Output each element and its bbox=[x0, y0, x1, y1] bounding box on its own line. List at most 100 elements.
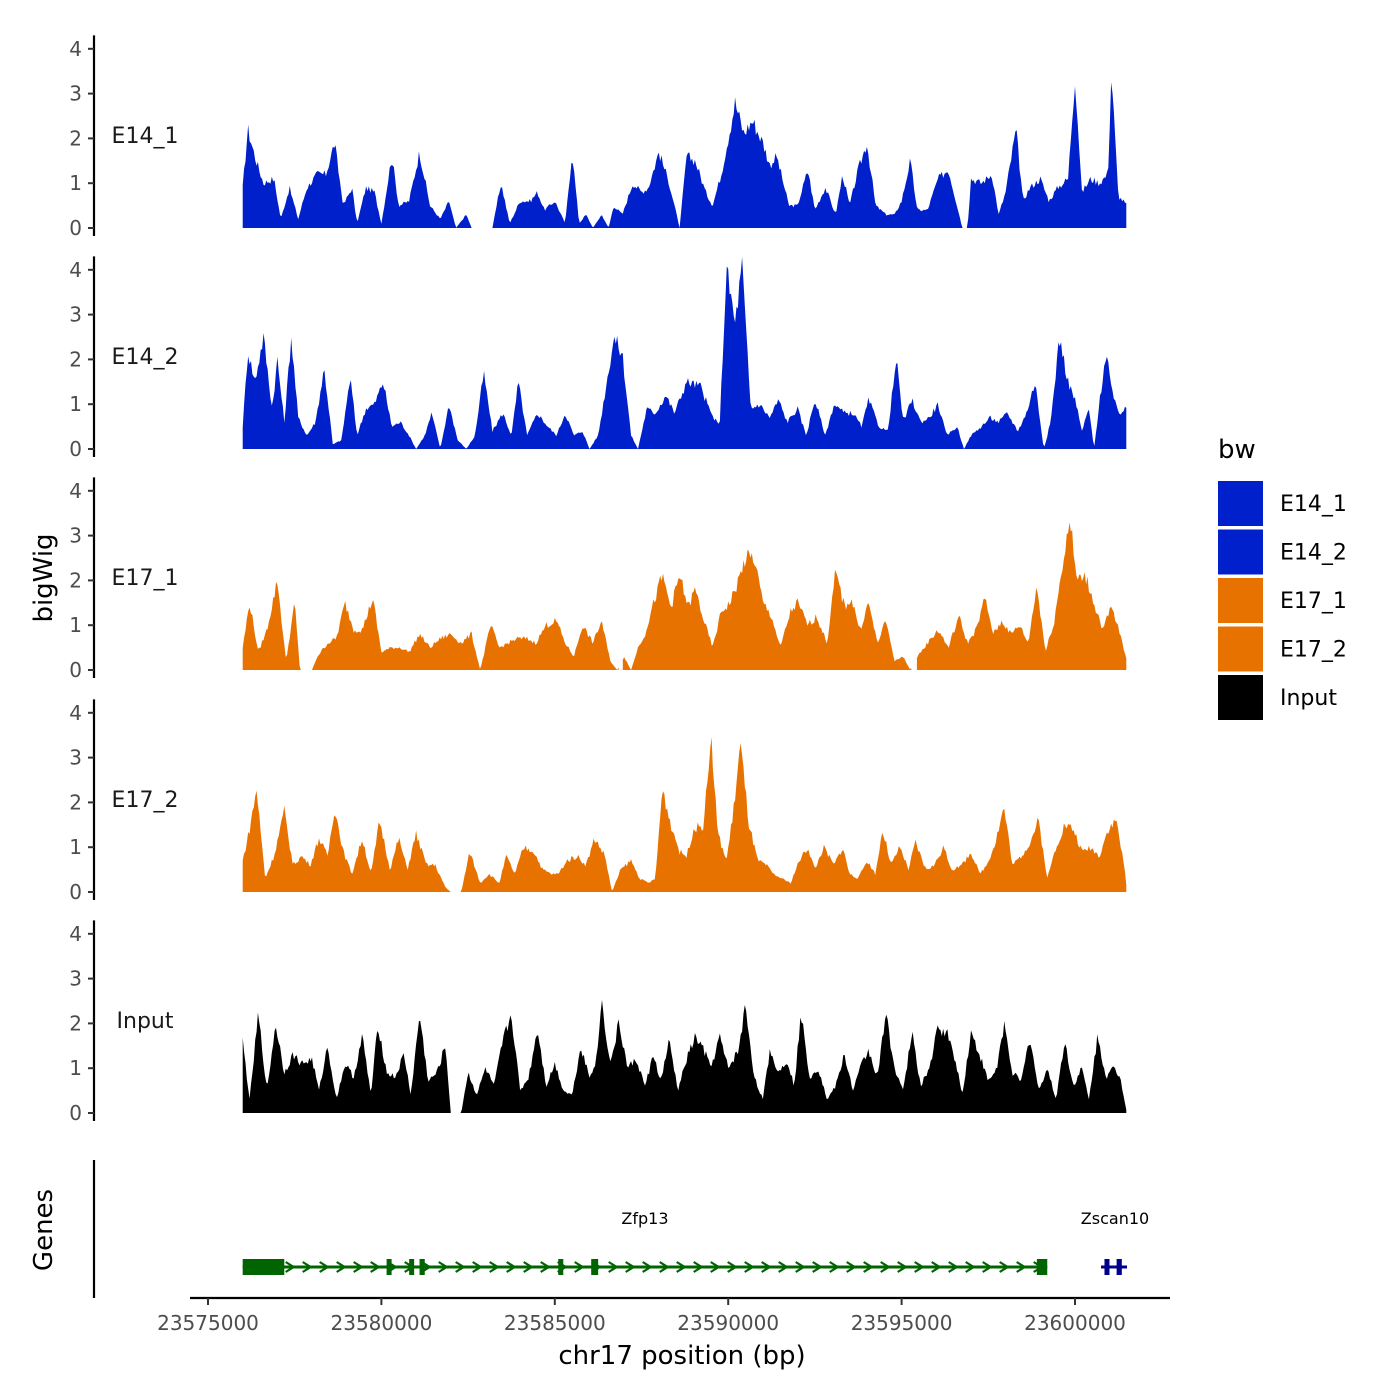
panel-label: E17_1 bbox=[112, 566, 179, 591]
strand-chevron bbox=[370, 1261, 381, 1273]
y-tick-label: 2 bbox=[69, 790, 82, 814]
y-tick-label: 3 bbox=[69, 746, 82, 770]
track-panels: 0 1 2 3 4 E14_1 0 1 2 3 4 E14_2 0 1 2 3 4 E17_1 0 1 2 3 4 E17_2… bbox=[69, 35, 1127, 1125]
strand-chevron bbox=[285, 1261, 296, 1273]
strand-chevron bbox=[863, 1261, 874, 1273]
strand-chevron bbox=[897, 1261, 908, 1273]
strand-chevron bbox=[914, 1261, 925, 1273]
panel-E14_1: 0 1 2 3 4 E14_1 bbox=[69, 35, 1127, 240]
legend-label: E17_1 bbox=[1280, 589, 1347, 614]
y-tick-label: 1 bbox=[69, 1056, 82, 1080]
legend-label: E17_2 bbox=[1280, 638, 1347, 663]
strand-chevron bbox=[710, 1261, 721, 1273]
strand-chevron bbox=[506, 1261, 517, 1273]
y-tick-label: 4 bbox=[69, 37, 82, 61]
y-tick-label: 1 bbox=[69, 835, 82, 859]
exon bbox=[386, 1259, 392, 1275]
coverage-area-E17_1 bbox=[622, 549, 912, 670]
panel-E17_2: 0 1 2 3 4 E17_2 bbox=[69, 699, 1127, 904]
gene-Zscan10: Zscan10 bbox=[1081, 1209, 1149, 1275]
exon bbox=[1116, 1259, 1122, 1275]
y-tick-label: 0 bbox=[69, 658, 82, 682]
y-tick-label: 1 bbox=[69, 392, 82, 416]
strand-chevron bbox=[1016, 1261, 1027, 1273]
y-tick-label: 4 bbox=[69, 258, 82, 282]
genes-axis-title: Genes bbox=[29, 1189, 59, 1271]
y-tick-label: 2 bbox=[69, 1011, 82, 1035]
panel-E14_2: 0 1 2 3 4 E14_2 bbox=[69, 256, 1127, 461]
strand-chevron bbox=[574, 1261, 585, 1273]
legend-swatch-E14_1 bbox=[1218, 481, 1263, 526]
coverage-area-E17_2 bbox=[242, 790, 453, 892]
strand-chevron bbox=[727, 1261, 738, 1273]
strand-chevron bbox=[659, 1261, 670, 1273]
strand-chevron bbox=[948, 1261, 959, 1273]
exon bbox=[558, 1259, 564, 1275]
panel-E17_1: 0 1 2 3 4 E17_1 bbox=[69, 477, 1127, 682]
strand-chevron bbox=[982, 1261, 993, 1273]
x-tick-label: 23585000 bbox=[504, 1311, 606, 1335]
strand-chevron bbox=[829, 1261, 840, 1273]
x-axis-title: chr17 position (bp) bbox=[558, 1341, 805, 1371]
strand-chevron bbox=[302, 1261, 313, 1273]
y-tick-label: 1 bbox=[69, 613, 82, 637]
legend-swatch-E17_2 bbox=[1218, 626, 1263, 672]
y-tick-label: 4 bbox=[69, 701, 82, 725]
panel-Input: 0 1 2 3 4 Input bbox=[69, 920, 1127, 1125]
coverage-area-E14_1 bbox=[242, 124, 473, 228]
legend: bw E14_1 E14_2 E17_1 E17_2 Input bbox=[1218, 435, 1347, 720]
y-tick-label: 2 bbox=[69, 126, 82, 150]
y-tick-label: 0 bbox=[69, 880, 82, 904]
strand-chevron bbox=[336, 1261, 347, 1273]
x-tick-label: 23590000 bbox=[677, 1311, 779, 1335]
x-tick-label: 23575000 bbox=[157, 1311, 259, 1335]
y-tick-label: 3 bbox=[69, 303, 82, 327]
legend-swatch-Input bbox=[1218, 675, 1263, 720]
x-tick-label: 23580000 bbox=[331, 1311, 433, 1335]
strand-chevron bbox=[676, 1261, 687, 1273]
panel-label: Input bbox=[117, 1009, 174, 1034]
strand-chevron bbox=[778, 1261, 789, 1273]
y-tick-label: 0 bbox=[69, 437, 82, 461]
legend-swatch-E14_2 bbox=[1218, 529, 1263, 575]
strand-chevron bbox=[489, 1261, 500, 1273]
strand-chevron bbox=[999, 1261, 1010, 1273]
strand-chevron bbox=[761, 1261, 772, 1273]
exon bbox=[242, 1259, 285, 1275]
coverage-area-E17_2 bbox=[460, 737, 1127, 892]
strand-chevron bbox=[455, 1261, 466, 1273]
panel-label: E14_1 bbox=[112, 124, 179, 149]
y-tick-label: 0 bbox=[69, 216, 82, 240]
coverage-area-Input bbox=[242, 999, 1127, 1113]
y-tick-label: 4 bbox=[69, 922, 82, 946]
legend-label: E14_2 bbox=[1280, 541, 1347, 566]
y-tick-label: 3 bbox=[69, 82, 82, 106]
coverage-area-E17_1 bbox=[916, 522, 1127, 670]
y-tick-label: 3 bbox=[69, 967, 82, 991]
y-tick-label: 0 bbox=[69, 1101, 82, 1125]
panel-label: E14_2 bbox=[112, 345, 179, 370]
y-tick-label: 1 bbox=[69, 171, 82, 195]
legend-title: bw bbox=[1218, 435, 1256, 465]
legend-label: Input bbox=[1280, 686, 1337, 711]
strand-chevron bbox=[625, 1261, 636, 1273]
x-tick-label: 23600000 bbox=[1024, 1311, 1126, 1335]
exon bbox=[419, 1259, 425, 1275]
exon bbox=[1036, 1259, 1048, 1275]
coverage-area-E14_1 bbox=[966, 82, 1127, 229]
strand-chevron bbox=[319, 1261, 330, 1273]
coverage-area-E17_1 bbox=[242, 581, 301, 670]
strand-chevron bbox=[965, 1261, 976, 1273]
strand-chevron bbox=[438, 1261, 449, 1273]
strand-chevron bbox=[744, 1261, 755, 1273]
strand-chevron bbox=[523, 1261, 534, 1273]
exon bbox=[409, 1259, 415, 1275]
x-axis: 23575000 23580000 23585000 23590000 23595000… bbox=[157, 1296, 1170, 1335]
exon bbox=[1104, 1259, 1110, 1275]
y-tick-label: 4 bbox=[69, 479, 82, 503]
strand-chevron bbox=[608, 1261, 619, 1273]
strand-chevron bbox=[812, 1261, 823, 1273]
y-tick-label: 2 bbox=[69, 347, 82, 371]
strand-chevron bbox=[880, 1261, 891, 1273]
